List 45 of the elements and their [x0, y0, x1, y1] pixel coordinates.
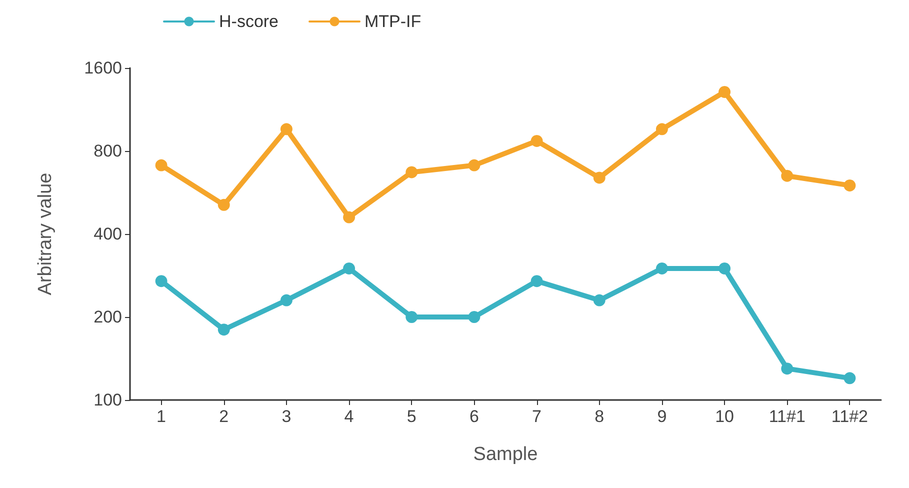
x-tick-label: 8 [594, 407, 604, 426]
x-tick-label: 9 [657, 407, 667, 426]
y-tick-label: 1600 [84, 58, 122, 78]
point [844, 179, 856, 192]
point [468, 159, 480, 172]
legend-label: MTP-IF [364, 12, 422, 31]
y-tick-label: 100 [94, 390, 122, 410]
y-axis-title: Arbitrary value [35, 172, 56, 296]
x-axis-title: Sample [473, 444, 538, 465]
x-tick-label: 7 [532, 407, 542, 426]
point [343, 262, 356, 274]
point [530, 275, 543, 288]
x-tick-label: 5 [406, 407, 416, 426]
point [343, 211, 356, 224]
x-tick-label: 6 [469, 407, 479, 426]
point [155, 159, 168, 172]
x-tick-label: 11#1 [768, 407, 806, 426]
x-tick-label: 3 [282, 407, 292, 426]
point [656, 123, 668, 136]
point [406, 311, 418, 323]
x-tick-label: 10 [715, 407, 734, 426]
x-tick-label: 4 [344, 407, 354, 426]
point [718, 262, 731, 274]
point [530, 134, 543, 147]
point [155, 275, 168, 288]
point [218, 324, 230, 336]
point [280, 294, 292, 306]
y-tick-label: 400 [94, 224, 122, 244]
point [593, 172, 606, 184]
point [280, 123, 292, 136]
x-tick-label: 2 [219, 407, 229, 426]
point [593, 294, 606, 306]
y-tick-label: 800 [94, 142, 122, 160]
point [844, 372, 856, 384]
legend-label: H-score [219, 12, 279, 31]
y-tick-label: 200 [94, 308, 122, 326]
point [781, 170, 794, 182]
point [718, 86, 731, 98]
point [406, 166, 418, 178]
point [468, 311, 480, 323]
point [656, 262, 668, 274]
x-tick-label: 1 [156, 407, 166, 426]
point [218, 198, 230, 211]
point [781, 362, 794, 375]
x-tick-label: 11#2 [831, 407, 868, 426]
